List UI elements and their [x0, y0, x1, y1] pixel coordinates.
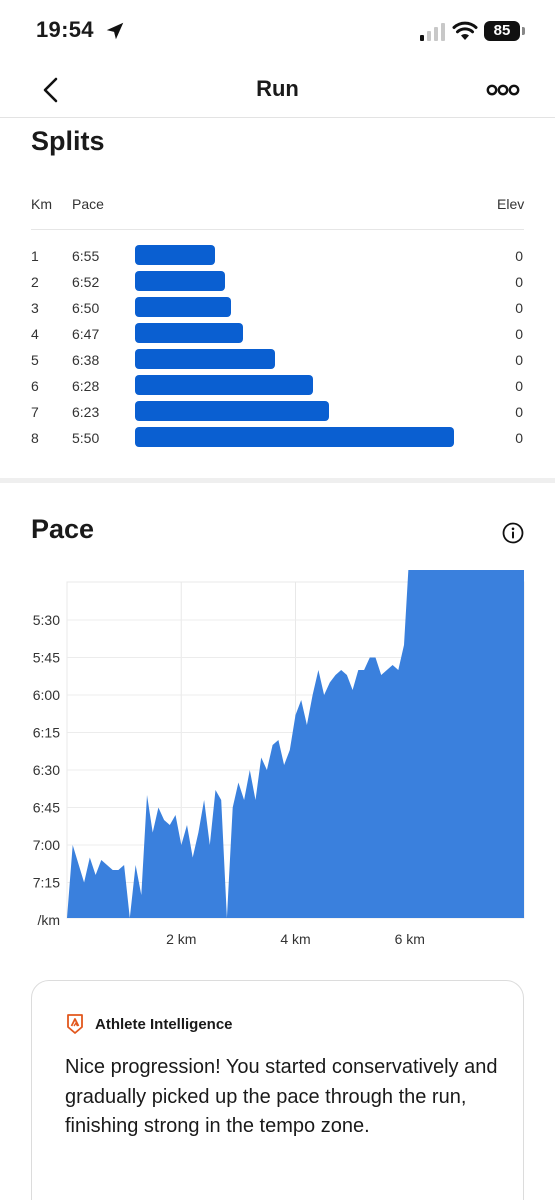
split-pace: 6:28	[72, 378, 100, 394]
pace-chart: 5:30 5:45 6:00 6:15 6:30 6:45 7:00 7:15/km 2 km…	[33, 570, 525, 947]
split-elev: 0	[515, 430, 523, 446]
chart-area-layer	[67, 570, 524, 918]
more-options-icon[interactable]	[486, 82, 520, 98]
split-pace: 6:52	[72, 274, 100, 290]
x-tick-label: 2 km	[166, 931, 196, 947]
split-pace: 6:38	[72, 352, 100, 368]
split-pace-bar	[135, 271, 225, 291]
split-row: 6 6:28 0	[0, 373, 555, 399]
status-bar: 19:54 85	[0, 0, 555, 62]
y-tick-label: 6:15	[33, 725, 60, 741]
split-pace: 6:47	[72, 326, 100, 342]
cellular-signal-icon	[420, 23, 445, 41]
split-elev: 0	[515, 378, 523, 394]
split-km: 1	[31, 248, 39, 264]
location-arrow-icon	[106, 22, 124, 40]
section-divider	[0, 478, 555, 483]
wifi-icon	[452, 21, 478, 40]
info-icon[interactable]	[502, 522, 524, 544]
split-pace-bar	[135, 297, 231, 317]
x-tick-label: 4 km	[280, 931, 310, 947]
split-pace: 5:50	[72, 430, 100, 446]
split-km: 2	[31, 274, 39, 290]
page-title: Run	[256, 76, 299, 101]
split-km: 8	[31, 430, 39, 446]
pace-area-series	[67, 570, 524, 918]
chart-x-ticks: 2 km 4 km 6 km	[166, 931, 425, 947]
split-km: 3	[31, 300, 39, 316]
nav-bar: Run	[0, 62, 555, 118]
y-tick-label: 6:45	[33, 800, 60, 816]
y-tick-label: 6:00	[33, 687, 60, 703]
split-pace-bar	[135, 349, 275, 369]
split-elev: 0	[515, 404, 523, 420]
y-tick-label: 5:30	[33, 612, 60, 628]
split-pace-bar	[135, 323, 243, 343]
splits-header-divider	[31, 229, 524, 230]
battery-indicator: 85	[484, 21, 520, 41]
back-chevron-icon[interactable]	[38, 74, 66, 106]
splits-header-elev: Elev	[497, 196, 525, 212]
split-pace-bar	[135, 401, 329, 421]
split-pace: 6:55	[72, 248, 100, 264]
split-km: 4	[31, 326, 39, 342]
split-row: 4 6:47 0	[0, 321, 555, 347]
split-km: 7	[31, 404, 39, 420]
split-elev: 0	[515, 326, 523, 342]
split-row: 2 6:52 0	[0, 269, 555, 295]
split-row: 1 6:55 0	[0, 243, 555, 269]
split-elev: 0	[515, 352, 523, 368]
athlete-intelligence-text: Nice progression! You started conservati…	[65, 1056, 498, 1137]
split-elev: 0	[515, 274, 523, 290]
split-km: 5	[31, 352, 39, 368]
athlete-intelligence-logo-icon	[67, 1014, 83, 1034]
y-tick-label: 5:45	[33, 650, 60, 666]
x-tick-label: 6 km	[395, 931, 425, 947]
y-tick-label: 7:00	[33, 837, 60, 853]
split-pace-bar	[135, 427, 454, 447]
split-row: 7 6:23 0	[0, 399, 555, 425]
split-row: 3 6:50 0	[0, 295, 555, 321]
y-tick-label: 7:15	[33, 875, 60, 891]
split-pace: 6:50	[72, 300, 100, 316]
split-elev: 0	[515, 248, 523, 264]
chart-y-ticks: 5:30 5:45 6:00 6:15 6:30 6:45 7:00 7:15/km	[33, 612, 60, 928]
status-time: 19:54	[36, 17, 94, 42]
split-pace-bar	[135, 245, 215, 265]
split-km: 6	[31, 378, 39, 394]
split-elev: 0	[515, 300, 523, 316]
y-tick-label: 6:30	[33, 762, 60, 778]
athlete-intelligence-card[interactable]: Athlete Intelligence Nice progression! Y…	[31, 980, 524, 1200]
pace-heading: Pace	[31, 514, 95, 544]
split-pace-bar	[135, 375, 313, 395]
splits-header-km: Km	[31, 196, 52, 212]
athlete-intelligence-title: Athlete Intelligence	[95, 1016, 233, 1033]
split-row: 5 6:38 0	[0, 347, 555, 373]
split-pace: 6:23	[72, 404, 100, 420]
battery-cap	[522, 27, 525, 35]
y-tick-label: /km	[37, 912, 60, 928]
splits-heading: Splits	[31, 126, 105, 156]
splits-header-pace: Pace	[72, 196, 104, 212]
split-row: 8 5:50 0	[0, 425, 555, 451]
